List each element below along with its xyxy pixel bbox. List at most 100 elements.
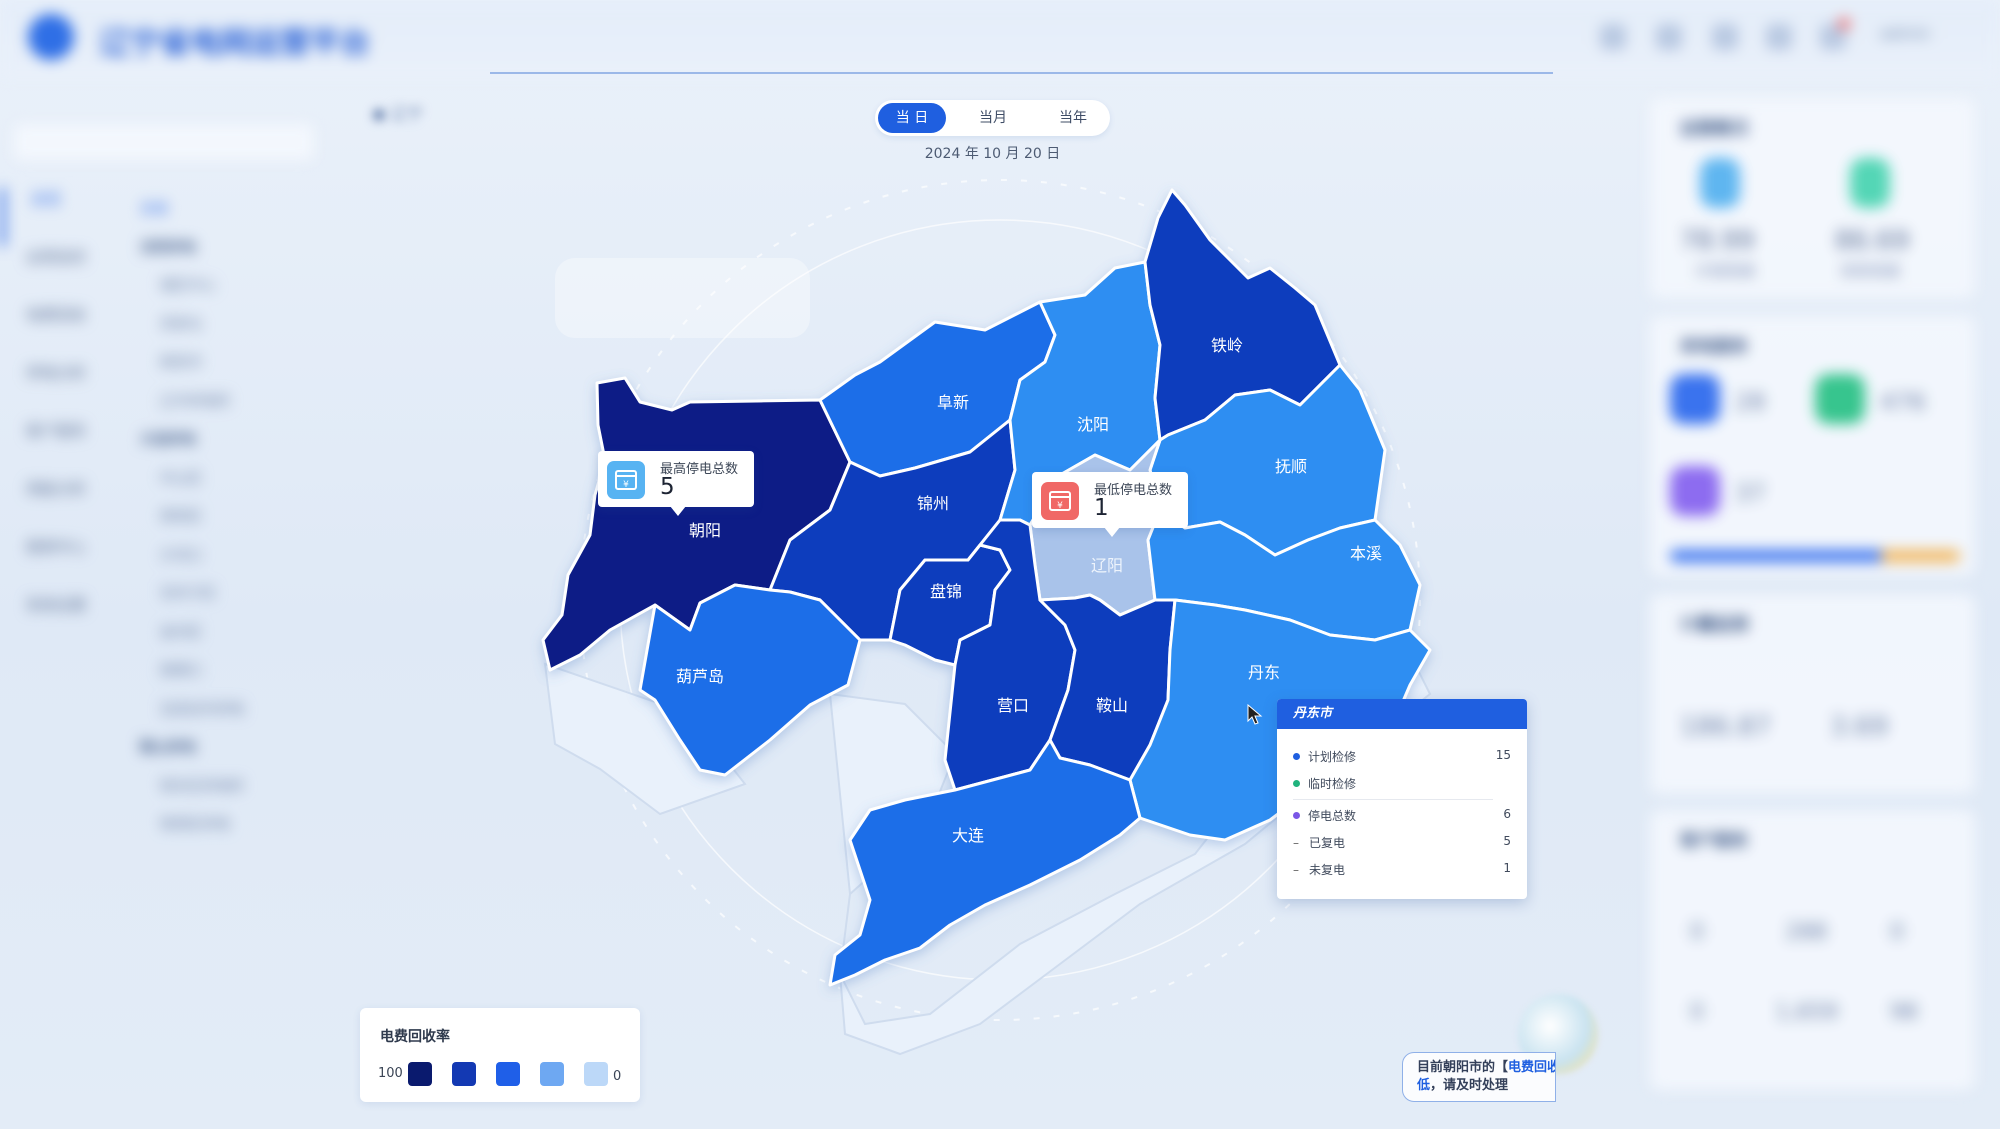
message-icon[interactable] <box>1766 24 1792 50</box>
date-label: 2024 年 10 月 20 日 <box>924 146 1061 162</box>
card-customer: 客户服务 0 288 0 0 1,659 98 <box>1650 810 1975 1090</box>
min-outage-callout[interactable]: ¥ 最低停电总数 1 <box>1032 472 1188 537</box>
dot-icon <box>1293 812 1300 819</box>
legend-max-label: 100 <box>378 1066 403 1081</box>
sidebar-nav-item[interactable]: 客户服务 <box>26 422 87 440</box>
sidebar-nav-item[interactable]: 报表中心 <box>26 538 87 556</box>
calendar-icon: ¥ <box>607 461 645 499</box>
breadcrumb[interactable]: ● 辽宁 <box>372 104 424 123</box>
legend-swatch <box>496 1062 520 1086</box>
stat-value: 288 <box>1785 920 1827 945</box>
calendar-icon: ¥ <box>1041 482 1079 520</box>
callout-value: 1 <box>1094 495 1109 521</box>
person-icon <box>1700 158 1740 208</box>
callout-label: 最低停电总数 <box>1094 483 1173 498</box>
info-card-title: 丹东市 <box>1277 699 1527 729</box>
dot-icon <box>1293 780 1300 787</box>
tree-item[interactable]: 全省 <box>140 201 168 217</box>
map-region-label: 沈阳 <box>1077 415 1109 434</box>
card-metering: 计量监测 186.87 3.69 <box>1650 594 1975 794</box>
tab-day[interactable]: 当 日 <box>878 103 946 133</box>
tree-item[interactable]: 辽中供电所 <box>160 393 230 410</box>
stat-label: 实际完成 <box>1840 262 1901 280</box>
stat-value: 476 <box>1880 388 1926 416</box>
tree-item[interactable]: 新民市 <box>160 355 202 371</box>
screen-icon[interactable] <box>1656 24 1682 50</box>
callout-label: 最高停电总数 <box>660 462 739 477</box>
tab-year[interactable]: 当年 <box>1059 110 1087 126</box>
tree-item[interactable]: 沙河口 <box>160 547 202 564</box>
grid-icon[interactable] <box>1600 24 1626 50</box>
card-title: 计量监测 <box>1680 615 1748 635</box>
sidebar-nav-item[interactable]: 用能分析 <box>26 480 87 498</box>
progress-bar <box>1670 550 1960 562</box>
legend-swatch <box>540 1062 564 1086</box>
legend-min-label: 0 <box>613 1069 622 1084</box>
max-outage-callout[interactable]: ¥ 最高停电总数 5 <box>598 451 754 516</box>
map-region-label: 辽阳 <box>1091 556 1123 575</box>
sidebar-nav-item[interactable]: 运营监控 <box>26 248 87 266</box>
service-icon <box>1670 466 1720 516</box>
map-region-label: 营口 <box>997 696 1029 715</box>
tree-item[interactable]: 铁东区供电所 <box>160 778 244 795</box>
document-icon[interactable] <box>1712 24 1738 50</box>
tree-item[interactable]: 旅顺口 <box>160 663 202 679</box>
sidebar-nav-item[interactable]: 电费回收 <box>26 306 87 324</box>
card-service: 用电服务 28 476 37 <box>1650 316 1975 576</box>
map-region[interactable] <box>638 583 862 777</box>
right-panel: 运营概况 78.99 86.69 计划完成 实际完成 用电服务 28 476 3… <box>1640 98 1985 1108</box>
sidebar-nav-item[interactable]: 总览 <box>0 188 125 246</box>
color-legend: 电费回收率 100 0 <box>360 1008 640 1102</box>
tree-item[interactable]: 甘井子区 <box>160 586 216 602</box>
top-bar: 辽宁省电网运营平台 admin <box>0 0 2000 78</box>
app-title: 辽宁省电网运营平台 <box>100 26 370 61</box>
dash-icon: – <box>1293 863 1299 877</box>
stat-value: 3.69 <box>1830 712 1888 742</box>
info-row-planned: 计划检修 15 <box>1293 748 1511 765</box>
stat-value: 78.99 <box>1680 226 1755 256</box>
sidebar-nav-item[interactable]: 停电分析 <box>26 364 87 382</box>
alert-text: 目前朝阳市的【电费回收率】较低，请及时处理 <box>1417 1060 1556 1093</box>
tab-month[interactable]: 当月 <box>979 110 1007 126</box>
svg-text:¥: ¥ <box>1057 501 1063 511</box>
svg-text:¥: ¥ <box>623 480 629 490</box>
tree-item[interactable]: 城区中心 <box>160 278 216 294</box>
sidebar-search-input[interactable] <box>14 124 314 160</box>
tree-item[interactable]: 沈阳供电 <box>140 239 196 256</box>
dash-icon: – <box>1293 836 1299 850</box>
tree-item[interactable]: 西岗区 <box>160 509 202 525</box>
legend-swatch <box>584 1062 608 1086</box>
map-region-label: 丹东 <box>1248 663 1280 682</box>
tree-item[interactable]: 中山区 <box>160 470 202 487</box>
service-icon <box>1670 374 1720 424</box>
dot-icon <box>1293 753 1300 760</box>
stat-value: 98 <box>1890 1000 1918 1025</box>
stat-value: 86.69 <box>1835 226 1910 256</box>
sidebar-nav-item[interactable]: 系统设置 <box>26 596 87 614</box>
tree-item[interactable]: 铁西区供电 <box>160 817 230 833</box>
person-icon <box>1850 158 1890 208</box>
tree-item[interactable]: 苏家屯 <box>160 316 202 333</box>
stat-value: 0 <box>1690 920 1704 945</box>
stat-value: 1,659 <box>1775 1000 1838 1025</box>
callout-pointer <box>1104 527 1120 537</box>
map-region-label: 铁岭 <box>1211 336 1243 355</box>
stat-value: 0 <box>1890 920 1904 945</box>
map-region[interactable] <box>828 738 1142 987</box>
blurred-overlay <box>555 258 810 338</box>
card-title: 运营概况 <box>1680 119 1748 139</box>
mouse-cursor-icon <box>1247 704 1263 725</box>
card-title: 客户服务 <box>1680 831 1748 851</box>
stat-value: 186.87 <box>1680 712 1771 742</box>
map-region-label: 盘锦 <box>930 582 962 601</box>
alert-message[interactable]: 目前朝阳市的【电费回收率】较低，请及时处理 <box>1402 1052 1556 1102</box>
map-region-label: 抚顺 <box>1275 457 1307 476</box>
stat-value: 28 <box>1735 388 1766 416</box>
sidebar-nav: 总览运营监控电费回收停电分析客户服务用能分析报表中心系统设置 <box>0 188 125 652</box>
tree-item[interactable]: 大连供电 <box>140 432 196 448</box>
tree-item[interactable]: 金州区 <box>160 624 202 641</box>
user-name[interactable]: admin <box>1880 24 1931 43</box>
tree-item[interactable]: 瓦房店市供电 <box>160 701 244 718</box>
tree-item[interactable]: 鞍山供电 <box>140 740 196 756</box>
